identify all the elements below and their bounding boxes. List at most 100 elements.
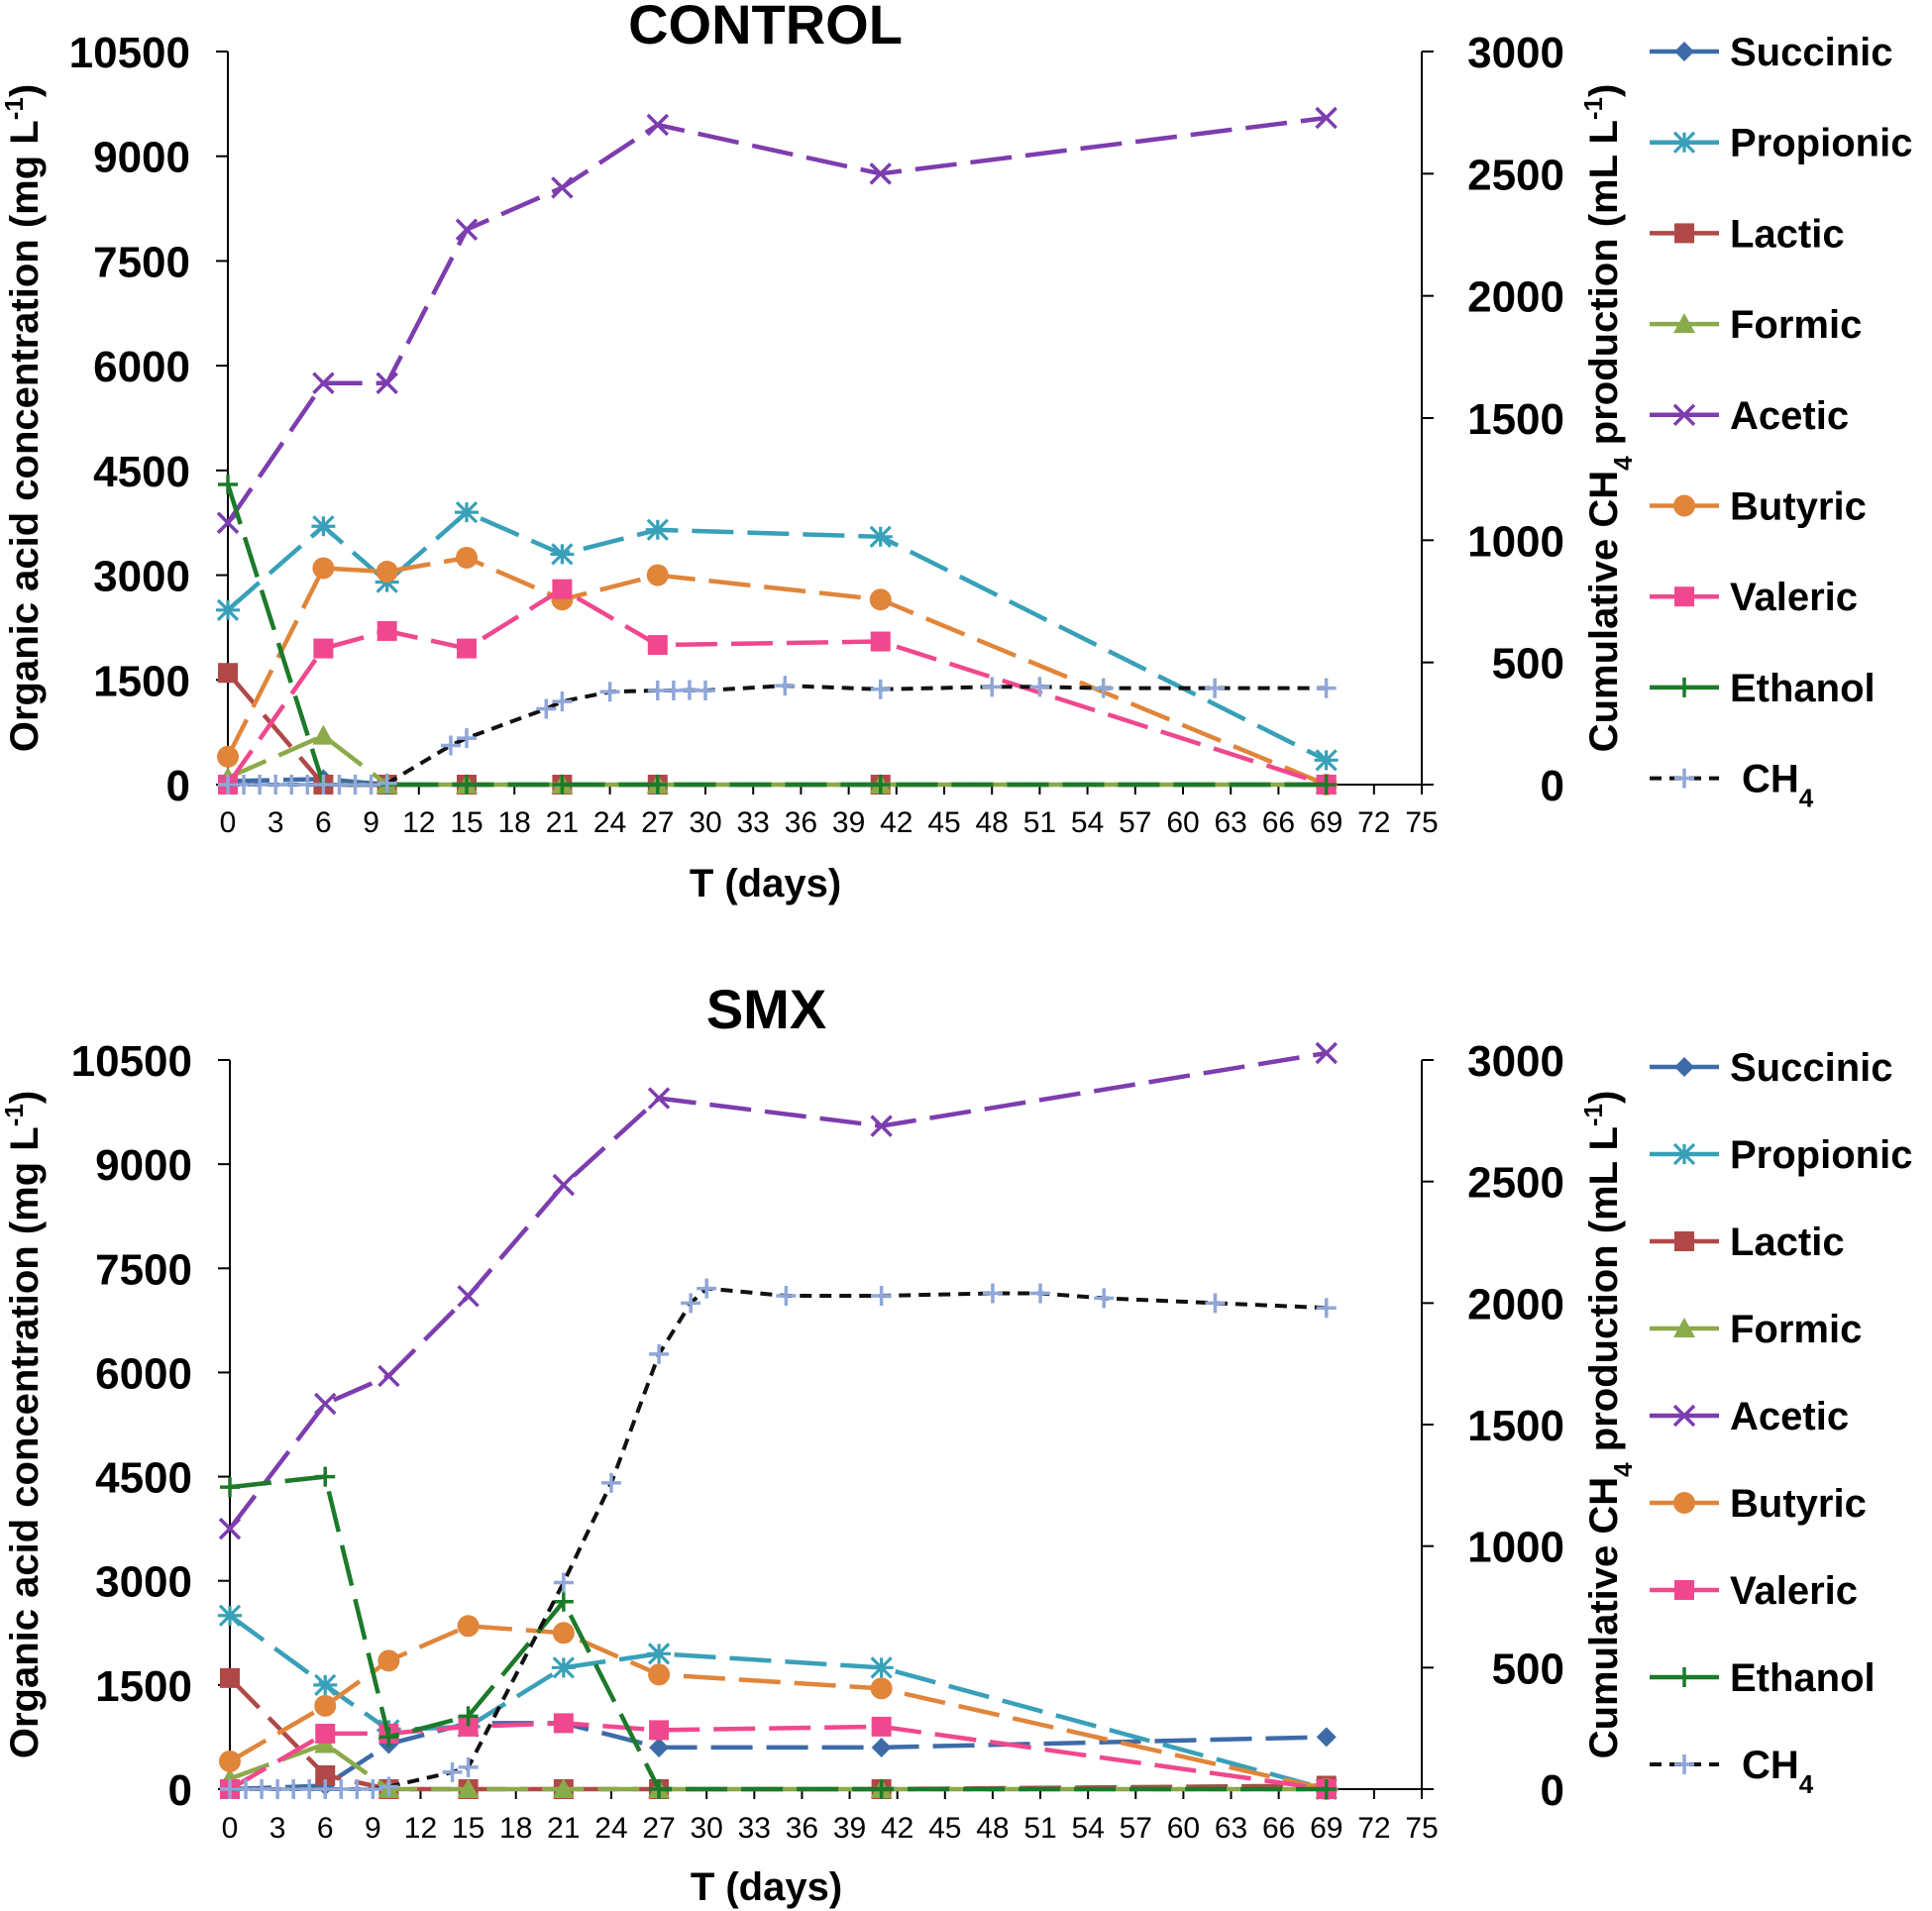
legend-item-valeric: Valeric [1650, 576, 1858, 619]
data-point-acetic [870, 1115, 893, 1137]
data-point-acetic [869, 162, 892, 185]
x-tick-label: 3 [268, 806, 284, 839]
x-tick-label: 42 [880, 806, 912, 839]
data-point-ch4 [458, 1756, 479, 1777]
data-point-ch4 [1316, 678, 1337, 698]
data-point-succinic [649, 1737, 670, 1757]
data-point-ethanol [870, 775, 891, 795]
data-point-valeric [376, 620, 397, 641]
legend-swatch-marker [1674, 1754, 1694, 1774]
data-point-valeric [313, 638, 334, 659]
x-tick-label: 0 [220, 806, 237, 839]
legend-label: Succinic [1730, 31, 1893, 74]
legend-label: Lactic [1730, 1221, 1845, 1264]
x-tick-label: 21 [547, 1812, 580, 1845]
x-tick-label: 75 [1405, 806, 1438, 839]
data-point-ch4 [376, 773, 397, 794]
series-ethanol [220, 1466, 1337, 1799]
x-tick-label: 18 [499, 1812, 532, 1845]
y-tick-label: 10500 [71, 1037, 192, 1086]
x-tick-label: 36 [785, 806, 817, 839]
data-point-valeric [457, 638, 477, 659]
x-tick-label: 9 [363, 806, 379, 839]
legend-swatch-marker [1674, 42, 1694, 61]
data-point-ethanol [1316, 775, 1337, 795]
series-line-acetic [228, 1050, 1328, 1531]
legend-swatch-marker [1674, 677, 1694, 697]
data-point-lactic [218, 663, 238, 684]
y2-tick-label: 0 [1541, 762, 1564, 810]
data-point-propionic [869, 1656, 894, 1679]
data-point-ethanol [647, 775, 668, 795]
data-point-ch4 [776, 1285, 797, 1306]
series-ch4 [218, 676, 1337, 795]
legend-label: Ethanol [1730, 667, 1876, 710]
x-tick-label: 30 [691, 1812, 723, 1845]
data-point-ch4 [696, 681, 715, 701]
chart-title: SMX [706, 978, 826, 1040]
x-tick-label: 69 [1310, 806, 1342, 839]
series-line-ethanol [225, 483, 1327, 788]
series-line-propionic [228, 1613, 1328, 1792]
legend-item-butyric: Butyric [1650, 485, 1867, 529]
data-point-valeric [458, 1716, 479, 1737]
data-point-acetic [312, 372, 335, 394]
series-line-ch4 [228, 684, 1327, 787]
series-acetic [218, 1041, 1338, 1540]
data-point-acetic [1315, 106, 1338, 130]
data-point-formic [312, 724, 335, 745]
y-tick-label: 1500 [93, 657, 190, 705]
legend: Succinic Propionic Lactic Formic Acetic Butyr… [1650, 31, 1912, 813]
data-point-propionic [313, 1673, 338, 1696]
legend-item-acetic: Acetic [1650, 1395, 1849, 1438]
data-point-acetic [314, 1392, 337, 1416]
y-tick-label: 0 [166, 762, 190, 810]
data-point-propionic [1314, 749, 1339, 772]
x-tick-label: 15 [450, 806, 483, 839]
data-point-propionic [218, 1604, 242, 1627]
data-point-butyric [377, 1649, 400, 1672]
y-tick-label: 9000 [93, 134, 190, 182]
data-point-formic [552, 1778, 575, 1798]
x-tick-label: 27 [641, 806, 674, 839]
legend-swatch-marker [1674, 1231, 1694, 1251]
data-point-ch4 [697, 1278, 717, 1299]
legend-label: Succinic [1730, 1046, 1893, 1090]
legend-label: Valeric [1730, 1569, 1858, 1613]
y2-tick-label: 500 [1492, 640, 1564, 689]
y-tick-label: 7500 [93, 238, 190, 286]
data-point-butyric [314, 1694, 337, 1717]
x-tick-label: 63 [1215, 1812, 1247, 1845]
data-point-propionic [550, 543, 575, 566]
x-tick-label: 33 [737, 806, 770, 839]
y2-tick-label: 2500 [1467, 1159, 1564, 1208]
legend-swatch-marker [1673, 313, 1695, 334]
data-point-valeric [871, 1716, 892, 1737]
data-point-propionic [311, 515, 336, 538]
legend-item-lactic: Lactic [1650, 212, 1845, 256]
x-tick-label: 24 [593, 806, 626, 839]
data-point-acetic [216, 511, 240, 534]
x-tick-label: 48 [976, 806, 1009, 839]
data-point-ethanol [457, 775, 477, 795]
y2-tick-label: 0 [1541, 1766, 1564, 1815]
series-line-formic [229, 1741, 1327, 1792]
data-point-ch4 [536, 698, 557, 719]
x-tick-label: 36 [786, 1812, 818, 1845]
y-tick-label: 6000 [93, 343, 190, 391]
x-tick-label: 72 [1357, 806, 1390, 839]
legend-swatch-marker [1672, 403, 1696, 427]
data-point-butyric [376, 561, 398, 584]
x-tick-label: 51 [1023, 806, 1056, 839]
data-point-valeric [552, 579, 573, 599]
series-line-ethanol [229, 1474, 1327, 1792]
legend-label: Butyric [1730, 485, 1867, 529]
legend-swatch-marker [1672, 131, 1696, 154]
legend: Succinic Propionic Lactic Formic Acetic Butyr… [1650, 1046, 1912, 1799]
data-point-propionic [647, 1643, 672, 1665]
legend-item-ethanol: Ethanol [1650, 1656, 1876, 1700]
data-point-ch4 [600, 1472, 621, 1493]
data-point-propionic [645, 518, 670, 541]
data-point-ch4 [681, 1293, 701, 1314]
data-point-butyric [456, 546, 478, 569]
